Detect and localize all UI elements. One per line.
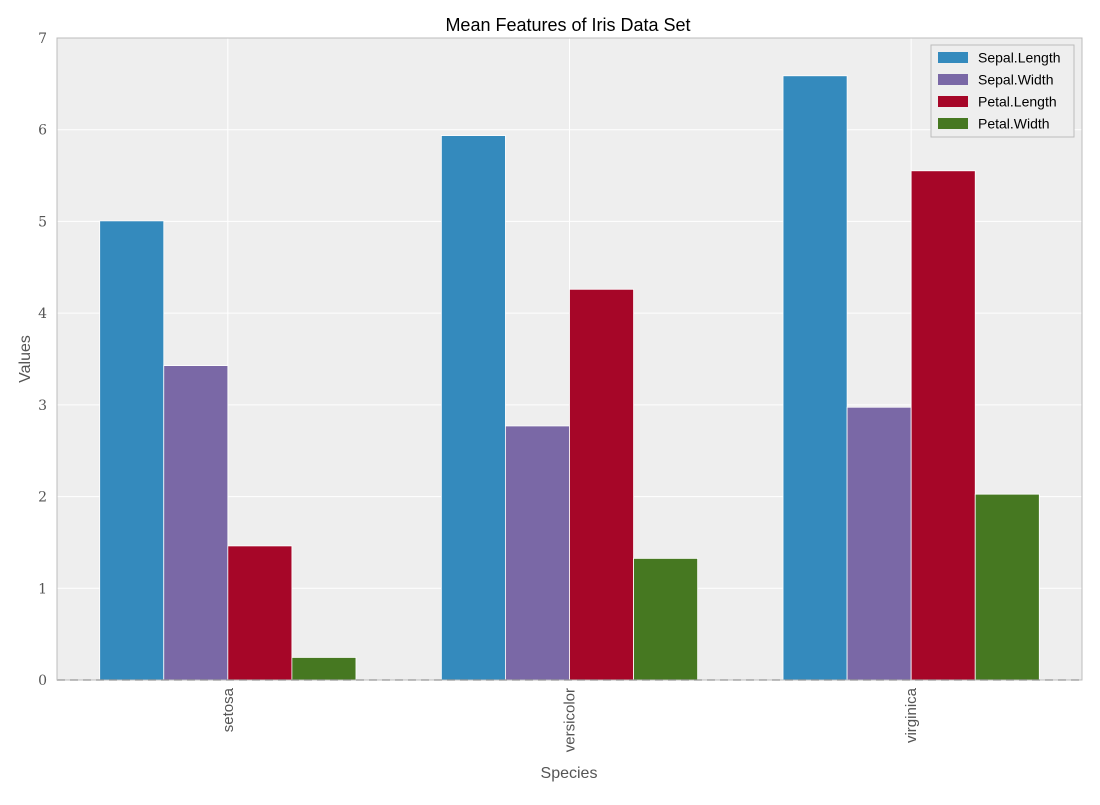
bars [99,75,1040,681]
legend-label-petal-width: Petal.Width [978,116,1050,132]
bar-versicolor-petal-width [633,557,699,681]
bar-setosa-sepal-length [99,220,165,681]
x-axis-ticks: setosa versicolor virginica [220,687,920,752]
legend-label-sepal-width: Sepal.Width [978,72,1053,88]
bar-setosa-petal-width [291,657,357,681]
legend-label-sepal-length: Sepal.Length [978,50,1061,66]
legend-swatch-sepal-width [938,74,968,85]
y-tick-label-4: 4 [38,306,47,322]
legend-swatch-petal-width [938,118,968,129]
bar-setosa-petal-length [227,545,293,681]
legend-swatch-sepal-length [938,52,968,63]
legend-label-petal-length: Petal.Length [978,94,1057,110]
x-tick-label-virginica: virginica [903,687,920,743]
bar-versicolor-sepal-length [440,135,506,681]
x-axis-label: Species [541,765,598,782]
plot-frame [56,37,1083,681]
y-tick-label-2: 2 [38,490,47,506]
bar-setosa-sepal-width [163,365,229,681]
y-tick-label-6: 6 [38,123,47,139]
legend-items: Sepal.Length Sepal.Width Petal.Length Petal… [938,50,1061,132]
y-tick-label-3: 3 [38,398,47,414]
plot-area [56,37,1083,681]
y-tick-label-0: 0 [38,673,47,689]
y-axis-label: Values [17,335,34,383]
legend-swatch-petal-length [938,96,968,107]
bar-versicolor-petal-length [569,288,634,681]
y-tick-label-1: 1 [38,581,47,597]
bar-virginica-sepal-length [782,75,848,681]
legend: Sepal.Length Sepal.Width Petal.Length Petal… [930,44,1075,138]
bar-virginica-petal-width [974,493,1040,681]
chart-title: Mean Features of Iris Data Set [445,15,690,35]
x-tick-label-versicolor: versicolor [562,688,579,752]
y-tick-label-7: 7 [38,31,47,47]
x-tick-label-setosa: setosa [220,687,237,732]
bar-versicolor-sepal-width [505,425,570,681]
y-tick-label-5: 5 [38,214,47,230]
bar-virginica-petal-length [910,170,976,681]
y-axis-ticks: 0 1 2 3 4 5 6 7 [38,31,47,689]
bar-virginica-sepal-width [846,406,912,681]
